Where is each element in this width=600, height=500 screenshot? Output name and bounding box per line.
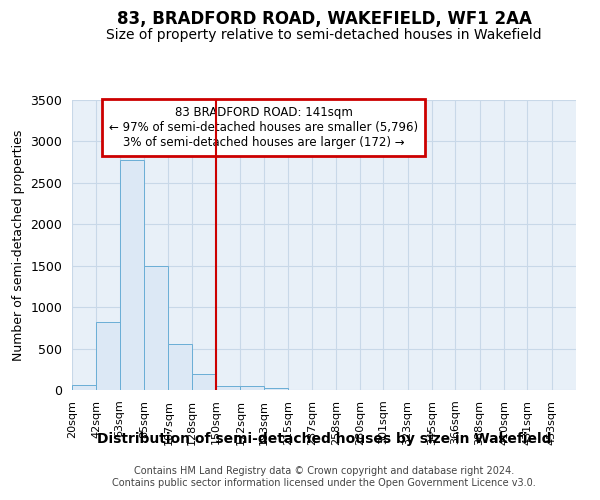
Text: Distribution of semi-detached houses by size in Wakefield: Distribution of semi-detached houses by …	[97, 432, 551, 446]
Bar	[241, 386, 263, 390]
Text: Size of property relative to semi-detached houses in Wakefield: Size of property relative to semi-detach…	[106, 28, 542, 42]
Bar	[216, 386, 241, 390]
Bar	[169, 344, 191, 390]
Text: Contains HM Land Registry data © Crown copyright and database right 2024.
Contai: Contains HM Land Registry data © Crown c…	[112, 466, 536, 487]
Bar	[144, 266, 169, 390]
Bar	[119, 160, 144, 390]
Bar	[191, 374, 216, 390]
Y-axis label: Number of semi-detached properties: Number of semi-detached properties	[12, 130, 25, 360]
Bar	[72, 385, 97, 390]
Text: 83, BRADFORD ROAD, WAKEFIELD, WF1 2AA: 83, BRADFORD ROAD, WAKEFIELD, WF1 2AA	[116, 10, 532, 28]
Bar	[97, 322, 119, 390]
Bar	[263, 388, 288, 390]
Text: 83 BRADFORD ROAD: 141sqm
← 97% of semi-detached houses are smaller (5,796)
3% of: 83 BRADFORD ROAD: 141sqm ← 97% of semi-d…	[109, 106, 418, 149]
